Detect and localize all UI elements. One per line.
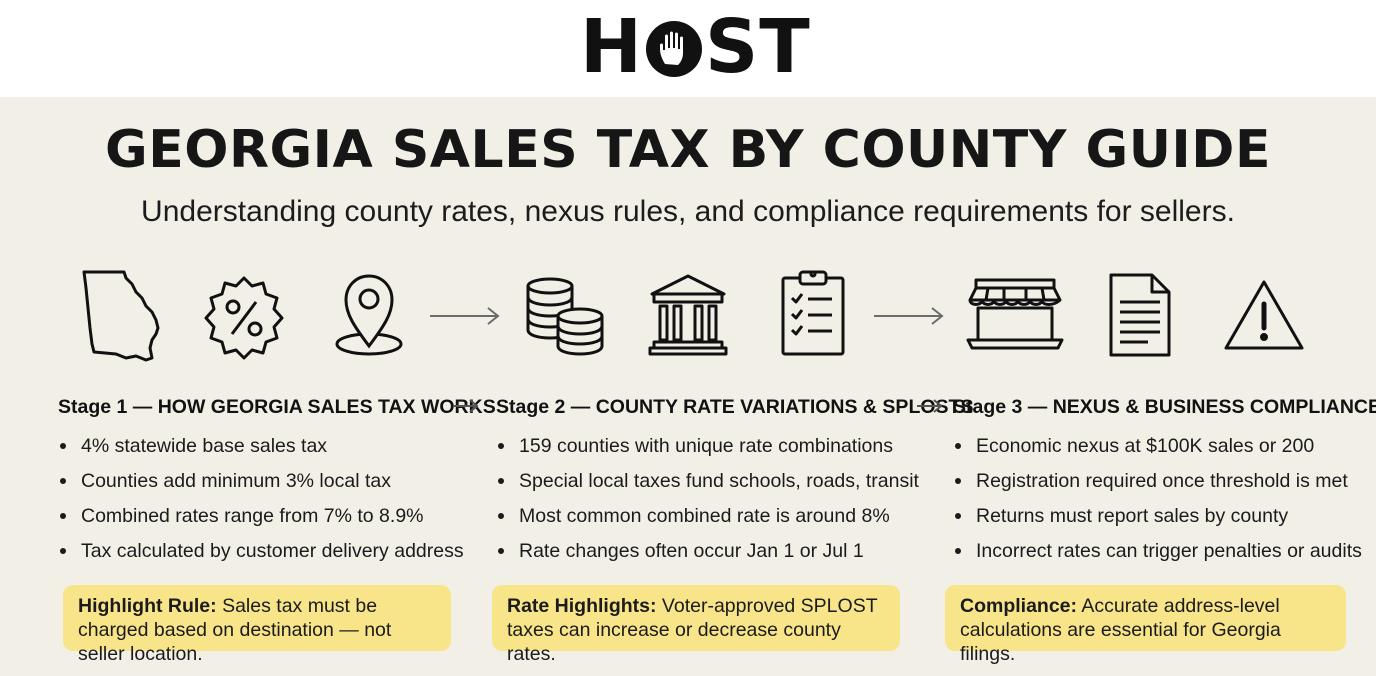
stage-3-title: Stage 3 — NEXUS & BUSINESS COMPLIANCE bbox=[953, 396, 1376, 418]
note-text: Accurate address-level calculations are … bbox=[960, 595, 1281, 665]
georgia-map-icon bbox=[80, 268, 164, 364]
list-item: Combined rates range from 7% to 8.9% bbox=[58, 501, 464, 536]
list-item: Rate changes often occur Jan 1 or Jul 1 bbox=[496, 536, 919, 571]
logo-text-right: ST bbox=[704, 4, 811, 90]
hand-stop-icon bbox=[645, 18, 703, 77]
arrow-right-icon bbox=[452, 398, 480, 419]
rate-highlights-note: Rate Highlights: Voter-approved SPLOST t… bbox=[492, 585, 900, 665]
list-item: Registration required once threshold is … bbox=[953, 466, 1362, 501]
stage-2-title: Stage 2 — COUNTY RATE VARIATIONS & SPLOS… bbox=[496, 396, 974, 418]
list-item: Most common combined rate is around 8% bbox=[496, 501, 919, 536]
header: H ST bbox=[0, 0, 1376, 97]
note-label: Compliance: bbox=[960, 595, 1078, 617]
list-item: Tax calculated by customer delivery addr… bbox=[58, 536, 464, 571]
storefront-laptop-icon bbox=[966, 276, 1064, 352]
list-item: Special local taxes fund schools, roads,… bbox=[496, 466, 919, 501]
stage-3-bullet-list: Economic nexus at $100K sales or 200 Reg… bbox=[953, 431, 1362, 571]
guide-panel bbox=[0, 97, 1376, 676]
page-subtitle: Understanding county rates, nexus rules,… bbox=[141, 195, 1235, 228]
stage-1-bullet-list: 4% statewide base sales tax Counties add… bbox=[58, 431, 464, 571]
arrow-right-icon bbox=[428, 306, 502, 326]
note-text: Voter-approved SPLOST taxes can increase… bbox=[507, 595, 878, 665]
host-logo: H ST bbox=[580, 4, 811, 90]
coin-stacks-icon bbox=[524, 276, 608, 356]
location-pin-icon bbox=[332, 272, 406, 360]
list-item: Incorrect rates can trigger penalties or… bbox=[953, 536, 1362, 571]
document-icon bbox=[1108, 272, 1172, 358]
note-label: Highlight Rule: bbox=[78, 595, 217, 617]
page-title: GEORGIA SALES TAX BY COUNTY GUIDE bbox=[105, 120, 1271, 180]
list-item: Economic nexus at $100K sales or 200 bbox=[953, 431, 1362, 466]
warning-triangle-icon bbox=[1222, 278, 1306, 352]
highlight-rule-note: Highlight Rule: Sales tax must be charge… bbox=[63, 585, 451, 665]
note-text: Sales tax must be charged based on desti… bbox=[78, 595, 392, 665]
compliance-note: Compliance: Accurate address-level calcu… bbox=[945, 585, 1346, 665]
percent-badge-icon bbox=[200, 274, 288, 362]
note-label: Rate Highlights: bbox=[507, 595, 657, 617]
list-item: Counties add minimum 3% local tax bbox=[58, 466, 464, 501]
list-item: Returns must report sales by county bbox=[953, 501, 1362, 536]
stage-1-title: Stage 1 — HOW GEORGIA SALES TAX WORKS bbox=[58, 396, 496, 418]
logo-text-left: H bbox=[580, 4, 643, 90]
arrow-right-icon bbox=[872, 306, 946, 326]
checklist-clipboard-icon bbox=[780, 268, 846, 358]
stage-2-bullet-list: 159 counties with unique rate combinatio… bbox=[496, 431, 919, 571]
list-item: 159 counties with unique rate combinatio… bbox=[496, 431, 919, 466]
list-item: 4% statewide base sales tax bbox=[58, 431, 464, 466]
arrow-right-icon bbox=[916, 398, 944, 419]
bank-building-icon bbox=[648, 272, 728, 356]
